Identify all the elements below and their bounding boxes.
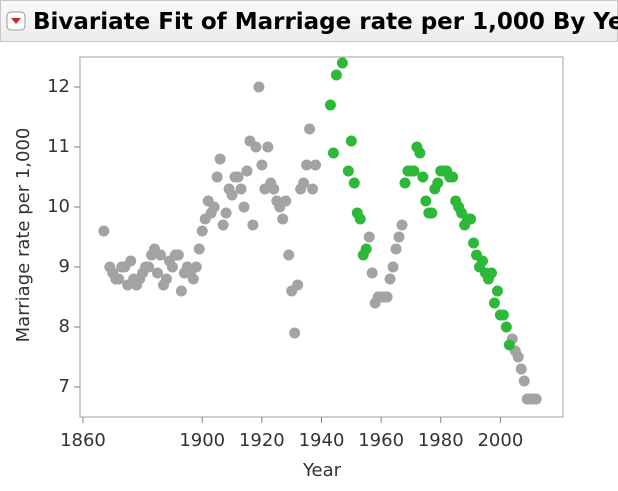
y-tick-label: 8 — [59, 316, 70, 337]
y-axis-title: Marriage rate per 1,000 — [13, 128, 34, 343]
point — [235, 183, 247, 195]
point — [217, 219, 229, 231]
disclosure-button[interactable] — [6, 11, 28, 33]
point — [348, 177, 360, 189]
x-tick-label: 1860 — [60, 430, 106, 451]
x-tick-label: 1980 — [418, 430, 464, 451]
point — [247, 219, 259, 231]
point — [175, 285, 187, 297]
point — [530, 393, 542, 405]
point — [414, 147, 426, 159]
report-title: Bivariate Fit of Marriage rate per 1,000… — [33, 9, 618, 35]
point — [518, 375, 530, 387]
x-tick-label: 1900 — [179, 430, 225, 451]
point — [488, 297, 500, 309]
point — [363, 231, 375, 243]
point — [187, 273, 199, 285]
point — [160, 273, 172, 285]
plot-frame — [79, 56, 564, 418]
y-tick-label: 12 — [47, 76, 70, 97]
point — [327, 147, 339, 159]
point — [500, 321, 512, 333]
point — [238, 201, 250, 213]
x-tick-label: 2000 — [477, 430, 523, 451]
point — [98, 225, 110, 237]
point — [280, 195, 292, 207]
point — [360, 243, 372, 255]
point — [515, 363, 527, 375]
point — [268, 183, 280, 195]
point — [399, 177, 411, 189]
point — [503, 339, 515, 351]
point — [497, 309, 509, 321]
point — [345, 135, 357, 147]
point — [420, 195, 432, 207]
point — [354, 213, 366, 225]
point — [208, 201, 220, 213]
point — [232, 171, 244, 183]
point — [477, 255, 488, 267]
point — [512, 351, 524, 363]
x-tick-label: 1940 — [299, 430, 345, 451]
point — [342, 165, 354, 177]
point — [166, 261, 178, 273]
point — [417, 171, 429, 183]
point — [310, 159, 322, 171]
y-tick-label: 11 — [47, 136, 70, 157]
point — [381, 291, 393, 303]
point — [241, 165, 253, 177]
point — [485, 267, 497, 279]
point — [250, 141, 262, 153]
point — [152, 267, 164, 279]
point — [307, 183, 319, 195]
point — [193, 243, 205, 255]
point — [298, 177, 310, 189]
point — [214, 153, 226, 165]
point — [301, 159, 313, 171]
point — [292, 279, 304, 291]
point — [465, 213, 477, 225]
point — [155, 249, 166, 261]
point — [393, 231, 405, 243]
point — [366, 267, 378, 279]
point — [426, 207, 438, 219]
point — [390, 243, 402, 255]
point — [384, 273, 396, 285]
x-axis-title: Year — [302, 460, 342, 481]
y-tick-label: 9 — [59, 256, 70, 277]
point — [113, 273, 125, 285]
point — [143, 261, 155, 273]
point — [408, 165, 420, 177]
point — [289, 327, 301, 339]
point — [226, 189, 238, 201]
point — [324, 99, 336, 111]
point — [211, 171, 223, 183]
point — [336, 57, 348, 69]
point — [220, 207, 232, 219]
point — [447, 171, 459, 183]
point — [190, 261, 202, 273]
point — [125, 255, 137, 267]
point — [330, 69, 342, 81]
x-tick-label: 1920 — [239, 430, 285, 451]
point — [491, 285, 503, 297]
y-tick-label: 10 — [47, 196, 70, 217]
point — [304, 123, 316, 135]
point — [468, 237, 480, 249]
point — [283, 249, 295, 261]
point — [387, 261, 399, 273]
point — [432, 177, 444, 189]
x-tick-label: 1960 — [358, 430, 404, 451]
report-header: Bivariate Fit of Marriage rate per 1,000… — [0, 0, 618, 42]
point — [396, 219, 408, 231]
point — [196, 225, 208, 237]
point — [253, 81, 265, 93]
y-tick-label: 7 — [59, 376, 70, 397]
point — [172, 249, 184, 261]
point — [262, 141, 274, 153]
point — [256, 159, 268, 171]
point — [277, 213, 289, 225]
